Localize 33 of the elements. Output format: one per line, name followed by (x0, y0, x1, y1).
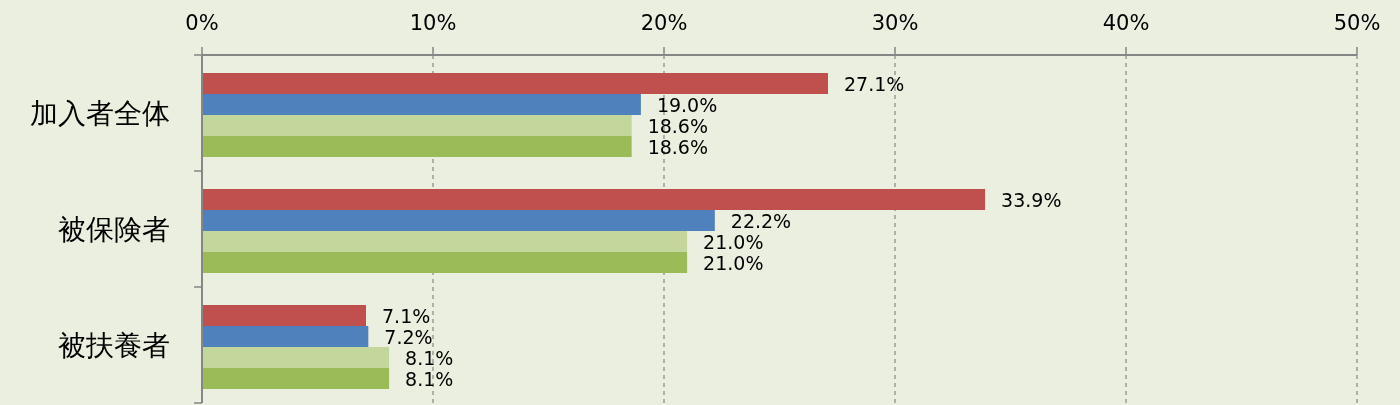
bar (202, 305, 367, 326)
x-tick-label: 50% (1333, 11, 1381, 35)
data-label: 18.6% (647, 114, 709, 137)
x-tick-label: 0% (185, 11, 219, 35)
bar (202, 73, 829, 94)
data-label: 27.1% (844, 72, 905, 95)
bar (202, 347, 390, 368)
data-label: 18.6% (647, 135, 709, 158)
bar (202, 368, 390, 389)
data-label: 8.1% (405, 346, 454, 369)
y-tick-label: 加入者全体 (30, 97, 170, 130)
bar (202, 231, 688, 252)
data-label: 8.1% (405, 367, 454, 390)
bar (202, 189, 986, 210)
data-label: 7.1% (382, 304, 431, 327)
x-tick-label: 30% (871, 11, 919, 35)
data-label: 19.0% (656, 93, 718, 116)
x-tick-label: 40% (1102, 11, 1150, 35)
data-label: 22.2% (730, 209, 792, 232)
y-tick-label: 被保険者 (58, 213, 170, 246)
data-label: 21.0% (703, 251, 764, 274)
data-label: 21.0% (703, 230, 764, 253)
bar (202, 115, 632, 136)
x-tick-label: 10% (409, 11, 457, 35)
data-label: 33.9% (1001, 188, 1062, 211)
data-label: 7.2% (384, 325, 433, 348)
bar (202, 252, 688, 273)
bar (202, 326, 369, 347)
bar (202, 94, 641, 115)
bar (202, 210, 715, 231)
x-tick-label: 20% (640, 11, 688, 35)
y-tick-label: 被扶養者 (58, 329, 170, 362)
bar (202, 136, 632, 157)
